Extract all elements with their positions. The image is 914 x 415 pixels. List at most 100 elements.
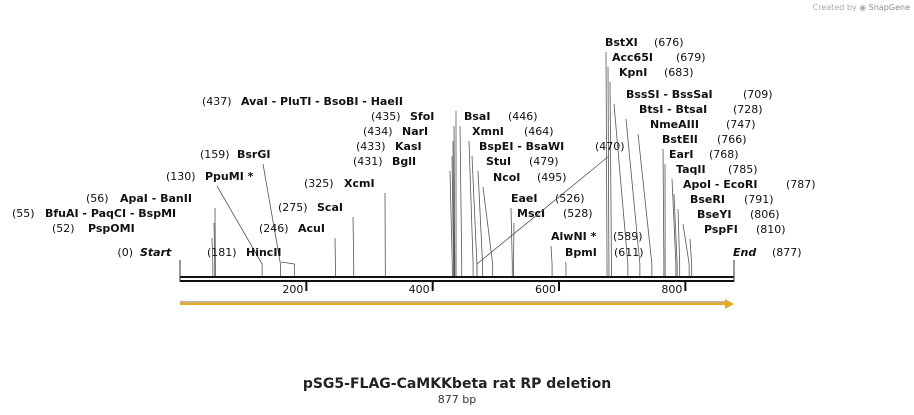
site-position-label: (785): [728, 163, 758, 176]
snapgene-logo-icon: ◉: [859, 3, 867, 12]
site-position-label: (275): [278, 201, 308, 214]
site-position-label: (434): [363, 125, 393, 138]
backbone-top-line: [180, 276, 734, 278]
site-position-label: (791): [744, 193, 774, 206]
site-name-label: NarI: [402, 125, 428, 138]
site-position-label: (130): [166, 170, 196, 183]
site-name-label: MscI: [517, 207, 545, 220]
credit-prefix: Created by: [812, 3, 857, 12]
site-name-label: EaeI: [511, 192, 538, 205]
site-position-label: (806): [750, 208, 780, 221]
site-connector-line: [550, 245, 553, 276]
site-connector-line: [609, 81, 612, 276]
site-position-label: (766): [717, 133, 747, 146]
feature-arrow-head: [725, 299, 734, 309]
site-position-label: (435): [371, 110, 401, 123]
site-name-label: BspEI - BsaWI: [479, 140, 564, 153]
site-connector-line: [477, 170, 483, 276]
site-position-label: (479): [529, 155, 559, 168]
site-name-label: BseRI: [690, 193, 725, 206]
site-connector-line: [662, 148, 665, 276]
site-position-label: (446): [508, 110, 538, 123]
ruler-tick-label: 200: [282, 283, 303, 296]
site-position-label: (747): [726, 118, 756, 131]
site-name-label: NmeAIII: [650, 118, 699, 131]
site-connector-line: [605, 51, 608, 276]
site-position-label: (437): [202, 95, 232, 108]
site-connector-line: [564, 261, 567, 276]
backbone-bottom-line: [180, 280, 734, 282]
site-position-label: (470): [595, 140, 625, 153]
site-position-label: (676): [654, 36, 684, 49]
site-position-label: (55): [12, 207, 35, 220]
ruler-tick-label: 600: [535, 283, 556, 296]
site-name-label: Acc65I: [612, 51, 653, 64]
site-name-label: AvaI - PluTI - BsoBI - HaeII: [241, 95, 403, 108]
site-name-label: ApoI - EcoRI: [683, 178, 757, 191]
site-connector-line: [482, 186, 494, 276]
ruler-tick-label: 800: [661, 283, 682, 296]
site-name-label: AcuI: [298, 222, 325, 235]
site-position-label: (433): [356, 140, 386, 153]
credit-brand: SnapGene: [868, 3, 910, 12]
site-name-label: BsaI: [464, 110, 490, 123]
site-name-label: BpmI: [565, 246, 597, 259]
site-name-label: NcoI: [493, 171, 520, 184]
site-connector-line: [451, 155, 454, 276]
site-position-label: (528): [563, 207, 593, 220]
site-connector-line: [682, 223, 690, 276]
site-name-label: AlwNI *: [551, 230, 597, 243]
site-connector-line: [453, 125, 456, 276]
site-connector-line: [613, 103, 629, 276]
site-position-label: (181): [207, 246, 237, 259]
site-name-label: PspOMI: [88, 222, 135, 235]
site-position-label: (325): [304, 177, 334, 190]
site-position-label: (683): [664, 66, 694, 79]
site-name-label: BtsI - BtsaI: [639, 103, 707, 116]
site-position-label: (787): [786, 178, 816, 191]
site-name-label: PpuMI *: [205, 170, 254, 183]
map-title: pSG5-FLAG-CaMKKbeta rat RP deletion: [302, 376, 612, 392]
site-name-label: BseYI: [697, 208, 731, 221]
site-name-label: EarI: [669, 148, 693, 161]
site-connector-line: [677, 208, 681, 276]
site-name-label: BsrGI: [237, 148, 270, 161]
map-length: 877 bp: [437, 393, 477, 406]
end-label: End: [733, 246, 756, 259]
start-label: Start: [140, 246, 172, 259]
feature-arrow-body: [180, 303, 726, 305]
end-position-label: (877): [772, 246, 802, 259]
site-name-label: BssSI - BssSaI: [626, 88, 713, 101]
site-name-label: BfuAI - PaqCI - BspMI: [45, 207, 176, 220]
ruler-tick: [558, 282, 561, 291]
site-position-label: (431): [353, 155, 383, 168]
site-position-label: (246): [259, 222, 289, 235]
site-name-label: XcmI: [344, 177, 375, 190]
site-name-label: KpnI: [619, 66, 647, 79]
site-connector-line: [262, 163, 281, 276]
site-connector-line: [280, 261, 295, 276]
site-connector-line: [352, 216, 355, 276]
site-name-label: BstEII: [662, 133, 698, 146]
site-connector-line: [625, 118, 641, 276]
site-position-label: (56): [86, 192, 109, 205]
site-position-label: (768): [709, 148, 739, 161]
site-connector-line: [213, 222, 216, 276]
site-name-label: TaqII: [676, 163, 706, 176]
site-connector-line: [607, 66, 610, 276]
site-connector-line: [476, 155, 610, 276]
site-position-label: (728): [733, 103, 763, 116]
site-name-label: XmnI: [472, 125, 504, 138]
site-position-label: (159): [200, 148, 230, 161]
site-position-label: (810): [756, 223, 786, 236]
site-connector-line: [459, 125, 463, 276]
credit-watermark: Created by ◉ SnapGene: [813, 3, 910, 12]
site-position-label: (589): [613, 230, 643, 243]
site-position-label: (52): [52, 222, 75, 235]
site-connector-line: [452, 140, 455, 276]
site-position-label: (611): [614, 246, 644, 259]
ruler-tick: [431, 282, 434, 291]
site-position-label: (464): [524, 125, 554, 138]
site-connector-line: [468, 140, 474, 276]
site-name-label: PspFI: [704, 223, 738, 236]
